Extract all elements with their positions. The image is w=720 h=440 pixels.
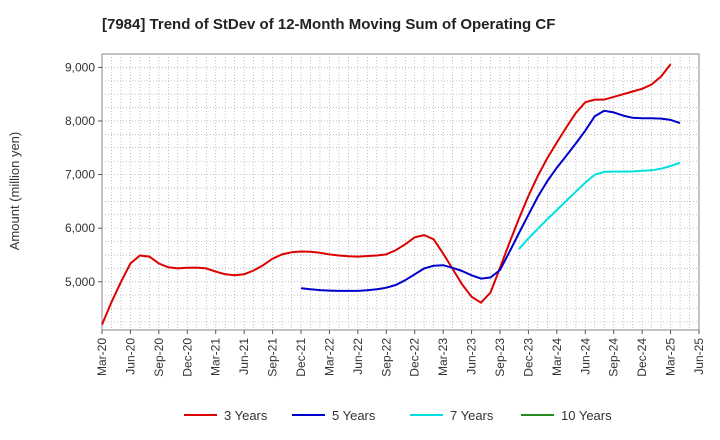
x-tick-label: Sep-21 [266,338,280,377]
x-tick-label: Mar-21 [209,338,223,376]
x-tick-label: Dec-21 [294,338,308,377]
x-tick-label: Mar-25 [664,338,678,376]
x-tick-label: Jun-24 [578,338,592,375]
chart-title: [7984] Trend of StDev of 12-Month Moving… [102,16,555,33]
x-tick-label: Sep-23 [493,338,507,377]
y-tick-label: 5,000 [65,275,95,289]
x-tick-label: Jun-20 [123,338,137,375]
x-tick-label: Jun-21 [237,338,251,375]
plot-border [101,53,700,331]
legend-label-5-years: 5 Years [332,408,376,423]
legend-label-10-years: 10 Years [561,408,612,423]
plot-area: 5,000 6,000 7,000 8,000 9,000 Mar-20 Jun-20 Sep… [65,53,706,377]
x-tick-label: Dec-22 [408,338,422,377]
x-tick-label: Sep-22 [379,338,393,377]
series-line-5-years [300,109,681,292]
y-tick-label: 8,000 [65,114,95,128]
x-tick-label: Mar-22 [322,338,336,376]
x-tick-label: Jun-23 [465,338,479,375]
y-tick-label: 9,000 [65,60,95,74]
y-tick-label: 6,000 [65,221,95,235]
x-tick-label: Mar-24 [550,338,564,376]
legend-label-3-years: 3 Years [224,408,268,423]
x-tick-label: Mar-23 [436,338,450,376]
series-line-7-years [518,161,681,250]
x-tick-label: Dec-20 [180,338,194,377]
series-line-3-years [101,63,672,325]
x-tick-label: Dec-24 [635,338,649,377]
x-tick-label: Mar-20 [95,338,109,376]
x-tick-label: Sep-20 [152,338,166,377]
x-tick-label: Sep-24 [607,338,621,377]
x-tick-label: Jun-25 [692,338,706,375]
legend-label-7-years: 7 Years [450,408,494,423]
x-tick-label: Dec-23 [521,338,535,377]
y-axis-label: Amount (million yen) [7,132,22,251]
y-tick-label: 7,000 [65,168,95,182]
legend: 3 Years 5 Years 7 Years 10 Years [184,408,612,423]
x-tick-label: Jun-22 [351,338,365,375]
